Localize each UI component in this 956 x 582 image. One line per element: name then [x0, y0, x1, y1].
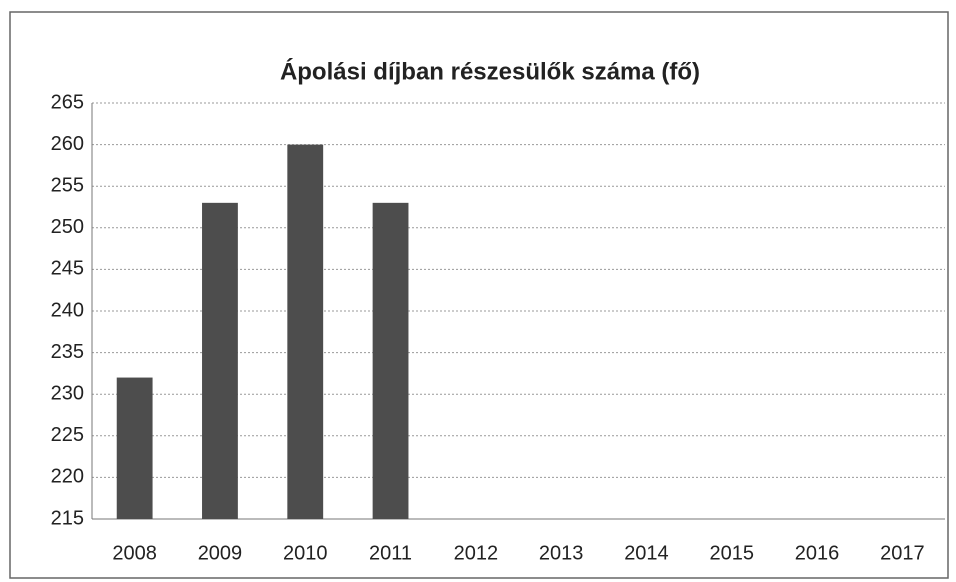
x-tick-label: 2012	[454, 542, 499, 564]
x-tick-label: 2009	[198, 542, 243, 564]
x-tick-label: 2017	[880, 542, 925, 564]
y-tick-label: 255	[51, 174, 84, 196]
y-tick-label: 235	[51, 341, 84, 363]
y-tick-label: 220	[51, 466, 84, 488]
x-tick-label: 2014	[624, 542, 669, 564]
x-tick-label: 2015	[710, 542, 755, 564]
y-tick-label: 250	[51, 216, 84, 238]
chart-title: Ápolási díjban részesülők száma (fő)	[280, 57, 700, 85]
y-tick-label: 240	[51, 299, 84, 321]
bar	[372, 202, 409, 519]
x-tick-label: 2008	[112, 542, 157, 564]
bar	[287, 144, 324, 519]
y-tick-label: 230	[51, 382, 84, 404]
y-tick-label: 245	[51, 258, 84, 280]
y-tick-label: 265	[51, 91, 84, 113]
y-tick-label: 225	[51, 424, 84, 446]
bar	[116, 377, 153, 519]
x-tick-label: 2016	[795, 542, 840, 564]
x-tick-label: 2011	[369, 542, 412, 564]
y-tick-label: 260	[51, 133, 84, 155]
bar	[202, 202, 238, 519]
y-tick-label: 215	[51, 507, 84, 529]
x-tick-label: 2010	[283, 542, 328, 564]
chart-frame	[9, 11, 949, 579]
x-tick-label: 2013	[539, 542, 584, 564]
